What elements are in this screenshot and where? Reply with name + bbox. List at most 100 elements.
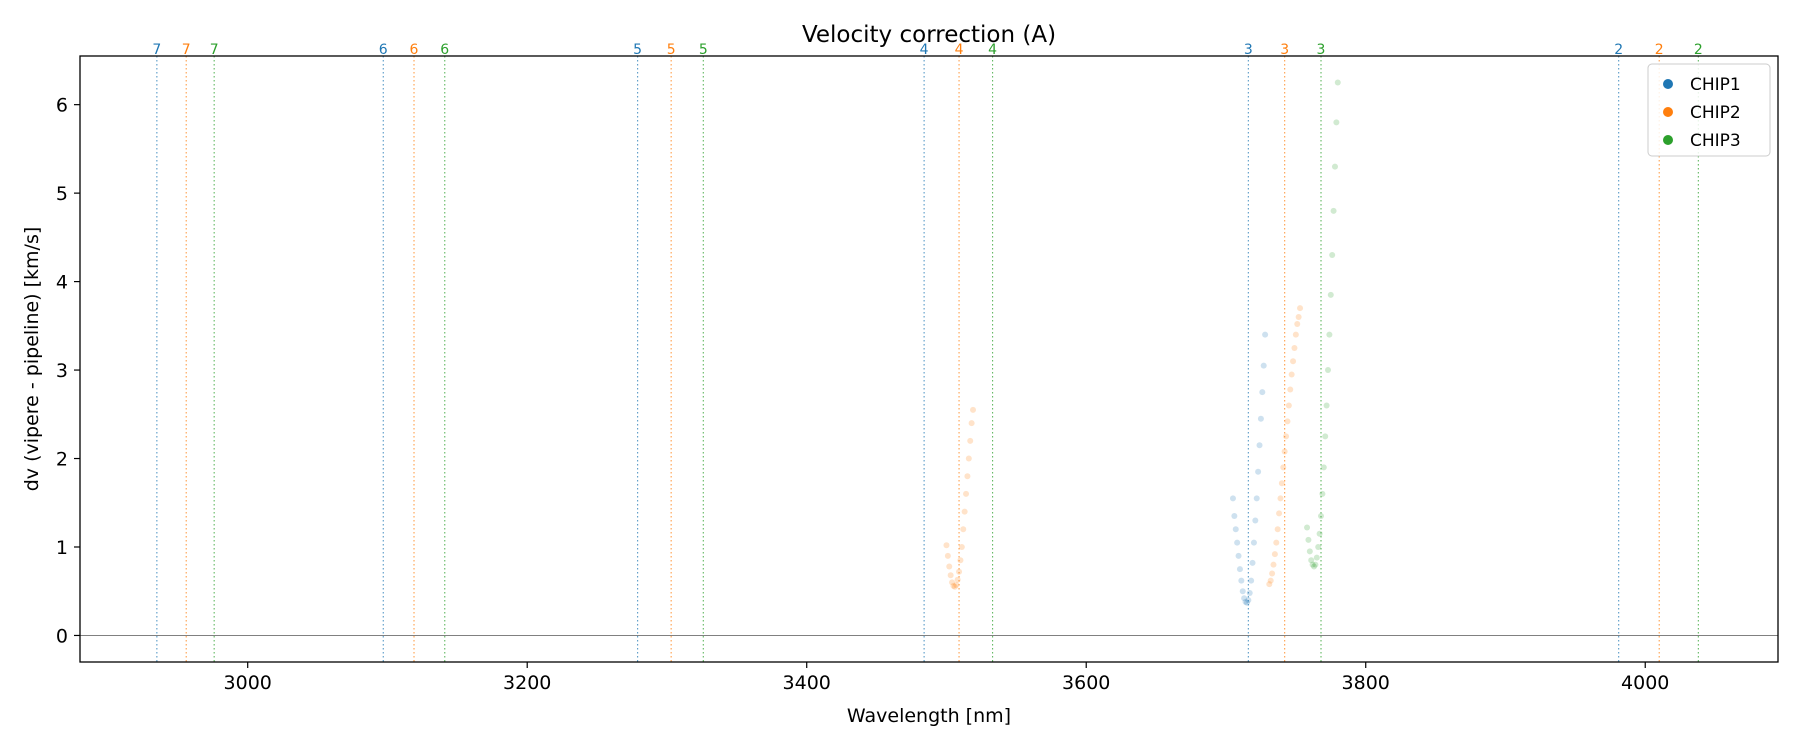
data-point-chip1 [1248,577,1255,584]
chart-title: Velocity correction (A) [802,22,1056,48]
data-point-chip3 [1316,530,1323,537]
data-point-chip1 [1260,362,1267,369]
data-point-chip2 [1277,495,1284,502]
data-point-chip1 [1238,577,1245,584]
data-point-chip2 [1285,402,1292,409]
data-point-chip2 [1270,561,1277,568]
order-label-chip3-2: 2 [1694,42,1703,58]
data-point-chip2 [1273,539,1280,546]
legend-box [1647,63,1771,157]
points-layer [943,79,1341,606]
order-label-chip1-3: 3 [1244,42,1253,58]
data-point-chip3 [1306,548,1313,555]
data-point-chip1 [1234,539,1241,546]
order-label-chip2-5: 5 [667,42,676,58]
data-point-chip3 [1333,119,1340,126]
data-point-chip1 [1231,513,1238,520]
y-tick-label: 5 [56,183,68,205]
data-point-chip3 [1324,367,1331,374]
order-label-chip1-4: 4 [920,42,929,58]
data-point-chip2 [943,542,950,549]
data-point-chip3 [1322,433,1329,440]
x-tick-label: 3000 [224,672,272,694]
x-tick-label: 4000 [1621,672,1669,694]
data-point-chip3 [1311,563,1318,570]
data-point-chip2 [1278,480,1285,487]
data-point-chip3 [1334,79,1341,86]
data-point-chip1 [1252,517,1259,524]
order-label-chip1-5: 5 [633,42,642,58]
data-point-chip2 [954,576,961,583]
data-point-chip3 [1327,291,1334,298]
y-tick-label: 1 [56,537,68,559]
data-point-chip2 [961,508,968,515]
y-axis-ticks: 0 1 2 3 4 5 6 [56,95,80,647]
legend-marker-chip2 [1663,107,1673,117]
legend-label-chip3: CHIP3 [1690,131,1741,151]
y-tick-label: 3 [56,360,68,382]
x-axis-ticks: 3000 3200 3400 3600 3800 4000 [224,662,1669,694]
data-point-chip1 [1232,526,1239,533]
data-point-chip2 [960,526,967,533]
data-point-chip2 [1274,526,1281,533]
order-label-chip3-3: 3 [1317,42,1326,58]
data-point-chip2 [970,406,977,413]
data-point-chip3 [1305,536,1312,543]
data-point-chip2 [1287,386,1294,393]
data-point-chip3 [1329,252,1336,259]
data-point-chip2 [1283,433,1290,440]
data-point-chip1 [1257,415,1264,422]
data-point-chip2 [1288,371,1295,378]
data-point-chip1 [1249,559,1256,566]
order-lines-layer: 7 6 5 4 3 2 7 6 5 4 3 2 7 6 5 4 3 2 [152,42,1703,662]
data-point-chip2 [1276,510,1283,517]
data-point-chip3 [1304,524,1311,531]
data-point-chip2 [951,583,958,590]
data-point-chip2 [1271,551,1278,558]
data-point-chip1 [1229,495,1236,502]
data-point-chip2 [1292,331,1299,338]
data-point-chip1 [1239,588,1246,595]
data-point-chip2 [956,568,963,575]
data-point-chip1 [1253,495,1260,502]
y-tick-label: 0 [56,625,68,647]
data-point-chip3 [1326,331,1333,338]
data-point-chip2 [1269,570,1276,577]
data-point-chip1 [1256,442,1263,449]
y-axis-label: dv (vipere - pipeline) [km/s] [21,227,43,492]
data-point-chip3 [1320,464,1327,471]
data-point-chip2 [968,420,975,427]
data-point-chip2 [957,557,964,564]
data-point-chip3 [1308,557,1315,564]
y-tick-label: 6 [56,95,68,117]
data-point-chip3 [1315,543,1322,550]
order-label-chip3-5: 5 [699,42,708,58]
x-axis-label: Wavelength [nm] [847,705,1011,727]
legend-marker-chip3 [1663,135,1673,145]
data-point-chip3 [1312,561,1319,568]
y-tick-label: 4 [56,272,68,294]
data-point-chip1 [1236,566,1243,573]
data-point-chip2 [1294,321,1301,328]
data-point-chip2 [958,543,965,550]
data-point-chip3 [1319,490,1326,497]
x-tick-label: 3800 [1342,672,1390,694]
legend-label-chip1: CHIP1 [1690,75,1741,95]
data-point-chip2 [1290,358,1297,365]
order-label-chip3-4: 4 [988,42,997,58]
data-point-chip1 [1243,599,1250,606]
data-point-chip2 [949,579,956,586]
data-point-chip2 [950,582,957,589]
data-point-chip2 [944,552,951,559]
data-point-chip2 [946,563,953,570]
data-point-chip2 [1295,313,1302,320]
plot-frame [79,55,1779,663]
legend-marker-chip1 [1663,79,1673,89]
order-label-chip2-3: 3 [1280,42,1289,58]
order-label-chip3-6: 6 [440,42,449,58]
data-point-chip1 [1235,552,1242,559]
x-tick-label: 3400 [783,672,831,694]
data-point-chip2 [964,473,971,480]
